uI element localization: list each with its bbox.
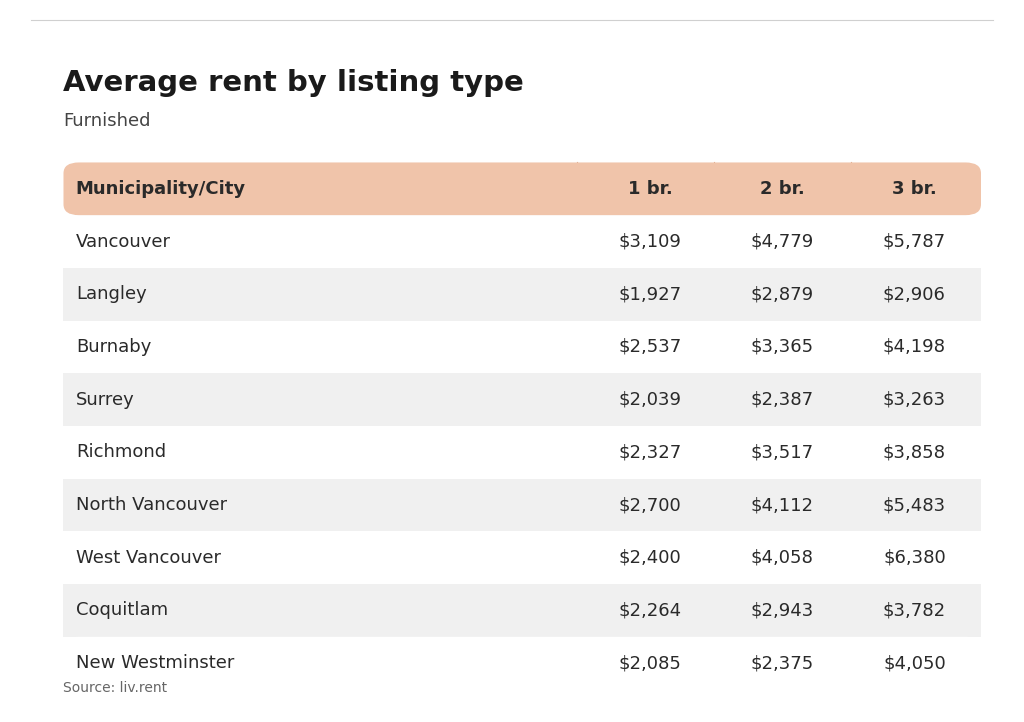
Text: $2,375: $2,375 — [751, 654, 814, 672]
Text: $5,483: $5,483 — [883, 496, 946, 514]
Text: $2,700: $2,700 — [618, 496, 682, 514]
Text: 2 br.: 2 br. — [760, 180, 805, 198]
Text: Municipality/City: Municipality/City — [76, 180, 246, 198]
Text: $1,927: $1,927 — [618, 285, 682, 303]
Text: Vancouver: Vancouver — [76, 232, 171, 251]
Text: Furnished: Furnished — [63, 112, 151, 130]
Text: $6,380: $6,380 — [883, 549, 946, 567]
Text: Average rent by listing type: Average rent by listing type — [63, 69, 524, 97]
Text: $4,198: $4,198 — [883, 338, 946, 356]
Text: New Westminster: New Westminster — [76, 654, 234, 672]
Text: $2,879: $2,879 — [751, 285, 814, 303]
Text: $2,906: $2,906 — [883, 285, 946, 303]
Text: Coquitlam: Coquitlam — [76, 601, 168, 619]
Text: West Vancouver: West Vancouver — [76, 549, 221, 567]
Text: Burnaby: Burnaby — [76, 338, 152, 356]
Text: $3,858: $3,858 — [883, 443, 946, 461]
Text: Richmond: Richmond — [76, 443, 166, 461]
Text: $2,327: $2,327 — [618, 443, 682, 461]
Text: $4,779: $4,779 — [751, 232, 814, 251]
Text: $2,264: $2,264 — [618, 601, 682, 619]
Text: $3,365: $3,365 — [751, 338, 814, 356]
Text: 3 br.: 3 br. — [892, 180, 937, 198]
Text: $3,263: $3,263 — [883, 391, 946, 409]
Text: Langley: Langley — [76, 285, 146, 303]
Text: $2,537: $2,537 — [618, 338, 682, 356]
Text: $2,039: $2,039 — [618, 391, 682, 409]
Text: $4,050: $4,050 — [883, 654, 946, 672]
Text: Source: liv.rent: Source: liv.rent — [63, 681, 168, 695]
Text: $3,517: $3,517 — [751, 443, 814, 461]
Text: $3,109: $3,109 — [618, 232, 682, 251]
Text: 1 br.: 1 br. — [628, 180, 673, 198]
Text: $2,400: $2,400 — [618, 549, 682, 567]
Text: Surrey: Surrey — [76, 391, 134, 409]
Text: $4,112: $4,112 — [751, 496, 814, 514]
Text: $2,387: $2,387 — [751, 391, 814, 409]
Text: North Vancouver: North Vancouver — [76, 496, 227, 514]
Text: $3,782: $3,782 — [883, 601, 946, 619]
Text: $2,085: $2,085 — [618, 654, 682, 672]
Text: $4,058: $4,058 — [751, 549, 814, 567]
Text: $5,787: $5,787 — [883, 232, 946, 251]
Text: $2,943: $2,943 — [751, 601, 814, 619]
